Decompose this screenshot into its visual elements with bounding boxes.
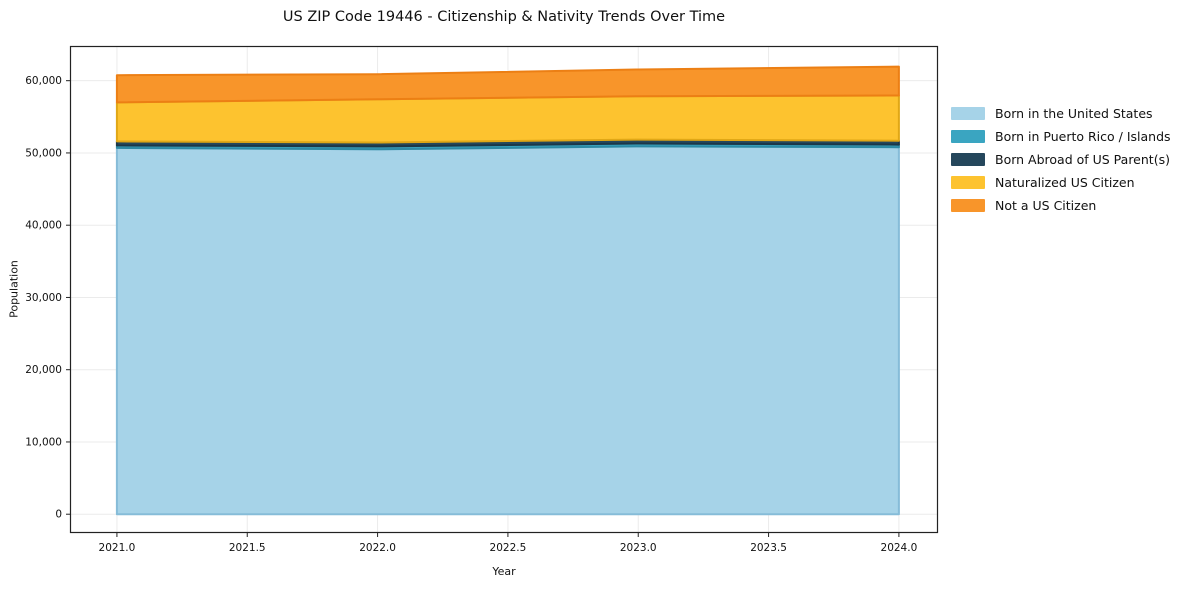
- legend-item: Not a US Citizen: [951, 198, 1171, 213]
- area-series-0: [115, 145, 900, 516]
- legend-item: Naturalized US Citizen: [951, 175, 1171, 190]
- y-axis-label: Population: [7, 260, 21, 318]
- y-tick-label: 60,000: [25, 75, 62, 87]
- legend-item: Born Abroad of US Parent(s): [951, 152, 1171, 167]
- y-tick-label: 30,000: [25, 292, 62, 304]
- x-tick-label: 2023.5: [750, 542, 787, 554]
- legend-item-label: Born in Puerto Rico / Islands: [995, 129, 1171, 144]
- legend-item: Born in Puerto Rico / Islands: [951, 129, 1171, 144]
- x-axis-label: Year: [492, 565, 516, 578]
- x-tick-label: 2022.5: [490, 542, 527, 554]
- legend-item-label: Not a US Citizen: [995, 198, 1097, 213]
- legend-item-label: Born Abroad of US Parent(s): [995, 152, 1170, 167]
- legend-swatch: [951, 176, 985, 189]
- legend-swatch: [951, 107, 985, 120]
- legend-item-label: Born in the United States: [995, 106, 1153, 121]
- y-tick-label: 50,000: [25, 147, 62, 159]
- x-tick-label: 2021.5: [229, 542, 266, 554]
- x-tick-label: 2023.0: [620, 542, 657, 554]
- y-tick-label: 10,000: [25, 436, 62, 448]
- area-series-4: [115, 65, 900, 104]
- y-tick-label: 20,000: [25, 364, 62, 376]
- legend: Born in the United States Born in Puerto…: [951, 106, 1171, 213]
- x-tick-label: 2024.0: [881, 542, 918, 554]
- tick-labels: 2021.0 2021.5 2022.0 2022.5 2023.0 2023.5 2024…: [25, 75, 917, 554]
- x-tick-label: 2021.0: [99, 542, 136, 554]
- x-tick-label: 2022.0: [359, 542, 396, 554]
- y-tick-label: 0: [55, 509, 62, 521]
- legend-item-label: Naturalized US Citizen: [995, 175, 1135, 190]
- legend-swatch: [951, 153, 985, 166]
- y-tick-label: 40,000: [25, 220, 62, 232]
- stacked-areas: [115, 65, 900, 516]
- chart-title: US ZIP Code 19446 - Citizenship & Nativi…: [282, 9, 726, 25]
- plot-border: [69, 45, 939, 534]
- area-series-3: [115, 94, 900, 144]
- legend-item: Born in the United States: [951, 106, 1171, 121]
- tick-marks: [66, 80, 900, 537]
- legend-swatch: [951, 199, 985, 212]
- legend-swatch: [951, 130, 985, 143]
